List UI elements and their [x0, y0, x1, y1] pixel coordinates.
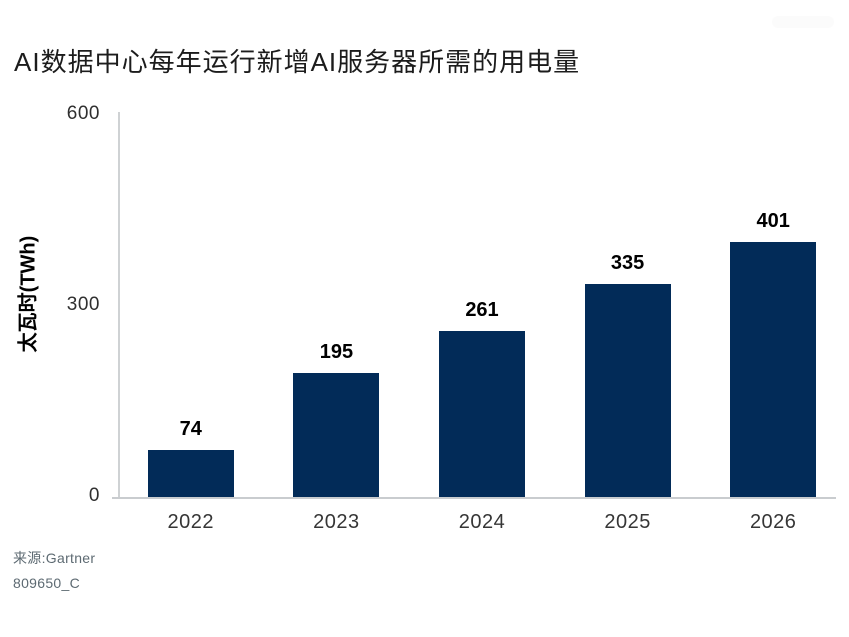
- source-text: 来源:Gartner: [13, 550, 96, 566]
- source-note: 来源:Gartner 809650_C: [13, 546, 95, 596]
- doc-code: 809650_C: [13, 575, 81, 591]
- x-tick-label: 2025: [604, 511, 651, 533]
- y-axis-line: [118, 112, 120, 497]
- bar: [584, 283, 671, 497]
- bar-value-label: 335: [610, 251, 645, 274]
- x-tick-label: 2023: [313, 511, 360, 533]
- bar: [293, 372, 380, 497]
- bar-value-label: 74: [179, 417, 202, 440]
- y-tick-label: 600: [66, 103, 100, 124]
- faded-watermark-artifact: [772, 16, 834, 28]
- y-tick-label: 300: [66, 294, 100, 315]
- x-axis-line: [112, 497, 836, 499]
- x-tick-label: 2026: [749, 511, 797, 533]
- bar-value-label: 401: [756, 209, 790, 232]
- bar: [147, 449, 234, 497]
- plot-area: 74 2022 195 2023 261 2024 335 2025 401 2026: [112, 112, 846, 533]
- bar: [730, 241, 817, 497]
- bar-value-label: 261: [465, 298, 499, 321]
- y-tick-label: 0: [88, 485, 100, 506]
- chart-title: AI数据中心每年运行新增AI服务器所需的用电量: [14, 47, 581, 77]
- x-tick-label: 2024: [458, 511, 506, 533]
- bar-value-label: 195: [319, 340, 354, 363]
- x-tick-label: 2022: [167, 511, 215, 533]
- bar: [439, 330, 525, 497]
- y-axis-tick-labels: 0 300 600: [0, 0, 100, 637]
